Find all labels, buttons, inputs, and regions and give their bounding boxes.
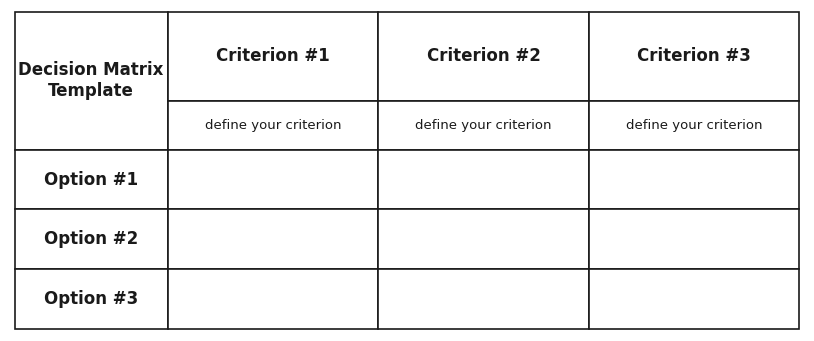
Bar bbox=[589, 12, 799, 101]
Bar bbox=[379, 150, 589, 209]
Bar bbox=[168, 101, 379, 150]
Bar bbox=[168, 269, 379, 329]
Bar bbox=[15, 12, 168, 150]
Text: Option #2: Option #2 bbox=[44, 230, 138, 248]
Bar bbox=[168, 150, 379, 209]
Bar bbox=[15, 269, 168, 329]
Bar bbox=[15, 150, 168, 209]
Text: Criterion #1: Criterion #1 bbox=[216, 47, 330, 65]
Text: define your criterion: define your criterion bbox=[415, 119, 552, 132]
Bar bbox=[379, 269, 589, 329]
Text: Option #1: Option #1 bbox=[44, 170, 138, 189]
Text: define your criterion: define your criterion bbox=[626, 119, 763, 132]
Bar bbox=[15, 209, 168, 269]
Text: Criterion #3: Criterion #3 bbox=[637, 47, 751, 65]
Text: Option #3: Option #3 bbox=[44, 290, 138, 308]
Bar bbox=[589, 101, 799, 150]
Bar bbox=[379, 101, 589, 150]
Bar bbox=[168, 209, 379, 269]
Bar bbox=[379, 12, 589, 101]
Bar bbox=[379, 209, 589, 269]
Text: Criterion #2: Criterion #2 bbox=[427, 47, 540, 65]
Bar bbox=[589, 209, 799, 269]
Bar bbox=[168, 12, 379, 101]
Bar bbox=[589, 269, 799, 329]
Bar bbox=[589, 150, 799, 209]
Text: define your criterion: define your criterion bbox=[204, 119, 341, 132]
Text: Decision Matrix
Template: Decision Matrix Template bbox=[19, 61, 164, 100]
